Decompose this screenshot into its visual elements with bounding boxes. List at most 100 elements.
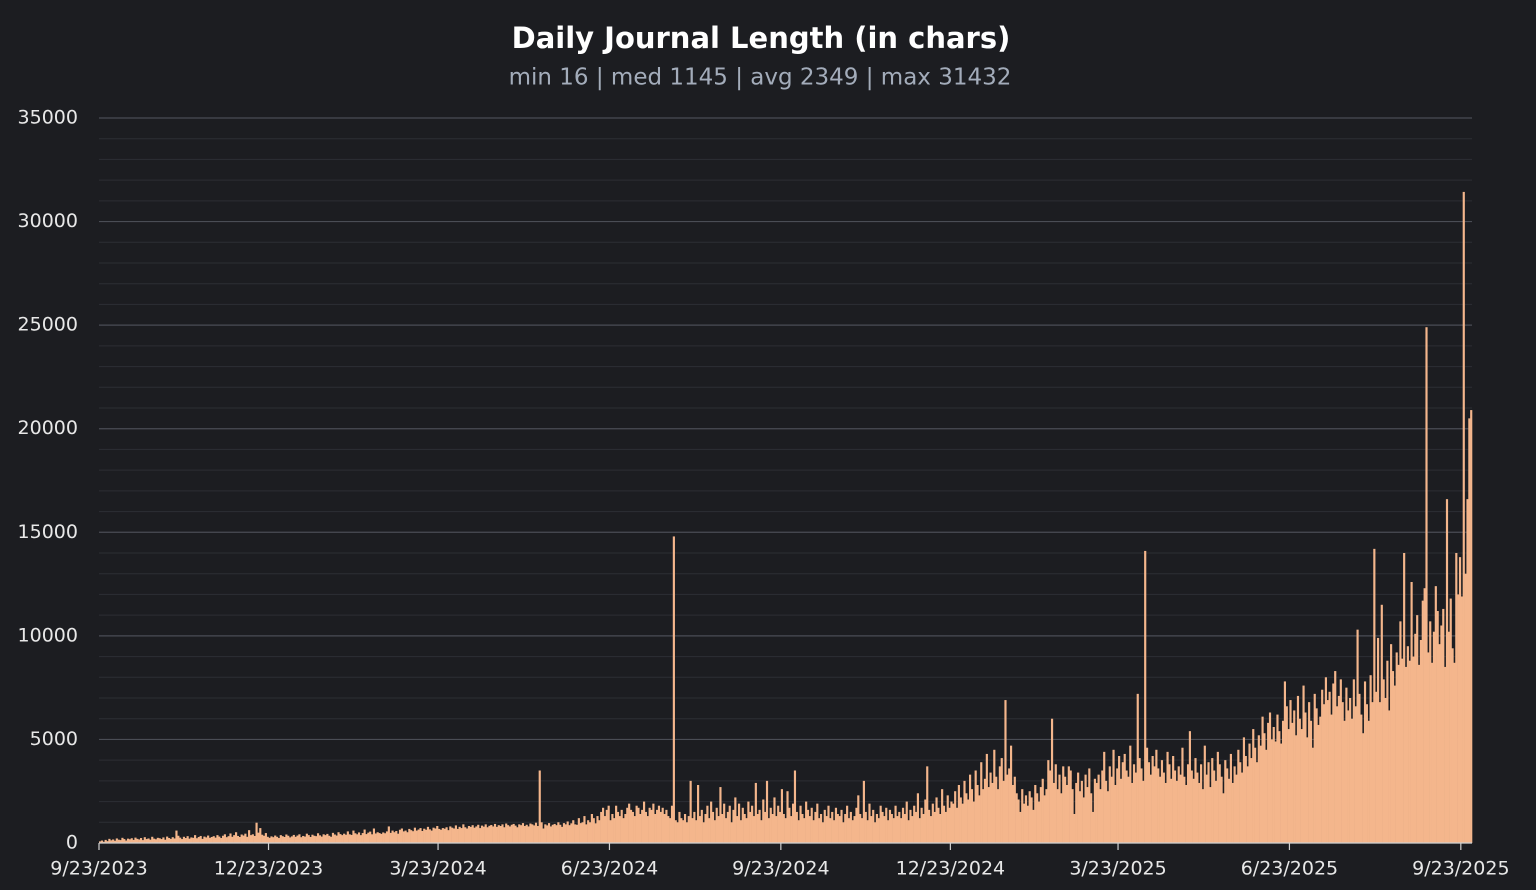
x-tick-label: 12/23/2024 bbox=[896, 858, 1006, 880]
bar bbox=[1410, 582, 1413, 843]
bar bbox=[1013, 776, 1016, 843]
bar bbox=[305, 833, 308, 843]
bar bbox=[154, 839, 158, 843]
bar bbox=[430, 830, 433, 843]
bar bbox=[220, 838, 223, 843]
bar bbox=[520, 825, 523, 843]
bar bbox=[1211, 758, 1214, 843]
bar bbox=[533, 825, 536, 843]
bar bbox=[380, 833, 383, 843]
bar bbox=[898, 811, 901, 843]
bar bbox=[320, 836, 323, 843]
bar bbox=[1306, 737, 1309, 843]
bar bbox=[145, 839, 148, 843]
bar bbox=[518, 824, 521, 843]
bar bbox=[629, 809, 633, 843]
bar bbox=[1356, 629, 1359, 843]
bar bbox=[581, 822, 584, 843]
bar bbox=[268, 837, 271, 843]
bar bbox=[546, 825, 549, 843]
bar bbox=[1313, 693, 1316, 843]
bar bbox=[1080, 780, 1083, 843]
bar bbox=[1047, 760, 1050, 843]
bar bbox=[184, 838, 187, 843]
bar bbox=[1002, 780, 1005, 843]
bar bbox=[192, 837, 195, 843]
bar bbox=[1321, 689, 1324, 843]
bar bbox=[452, 828, 456, 843]
bar bbox=[1050, 718, 1054, 843]
bar bbox=[726, 811, 729, 843]
bar bbox=[1220, 776, 1223, 843]
bar bbox=[1129, 745, 1132, 843]
bar bbox=[1110, 776, 1113, 843]
bar bbox=[1451, 648, 1454, 843]
bar bbox=[501, 824, 504, 843]
bar bbox=[1069, 770, 1072, 843]
bar bbox=[1427, 652, 1430, 843]
bar bbox=[285, 834, 288, 843]
bar bbox=[1345, 687, 1348, 843]
bar bbox=[389, 832, 392, 843]
bar bbox=[704, 814, 707, 843]
bar bbox=[1054, 764, 1057, 843]
bar bbox=[259, 828, 262, 843]
bar bbox=[139, 838, 143, 843]
bar bbox=[1458, 557, 1462, 843]
bar bbox=[339, 834, 342, 843]
bar bbox=[1052, 782, 1055, 843]
bar bbox=[460, 828, 463, 843]
bar bbox=[622, 818, 625, 843]
bar bbox=[592, 818, 595, 843]
bar bbox=[866, 820, 869, 843]
bar bbox=[749, 811, 752, 843]
bar bbox=[1145, 747, 1149, 843]
bar bbox=[1032, 809, 1035, 843]
bar bbox=[711, 811, 715, 843]
bar bbox=[650, 809, 653, 843]
bar bbox=[1030, 797, 1033, 843]
bar bbox=[773, 797, 776, 843]
bar bbox=[620, 809, 623, 843]
bar bbox=[566, 821, 569, 843]
bar bbox=[182, 836, 185, 843]
bar bbox=[1311, 747, 1314, 843]
bar bbox=[126, 838, 130, 843]
x-tick-label: 3/23/2024 bbox=[389, 858, 486, 880]
bar bbox=[732, 809, 735, 843]
bar bbox=[212, 836, 215, 843]
bar bbox=[544, 824, 547, 843]
bar bbox=[700, 809, 703, 843]
bar bbox=[579, 823, 582, 843]
bar bbox=[967, 799, 970, 843]
bar bbox=[279, 835, 282, 843]
bar bbox=[303, 836, 307, 843]
bar bbox=[864, 811, 867, 843]
bar bbox=[883, 816, 886, 843]
bar bbox=[1414, 633, 1417, 843]
bar bbox=[1203, 745, 1206, 843]
bar bbox=[926, 766, 929, 843]
bar bbox=[1252, 729, 1255, 843]
bar bbox=[846, 805, 849, 843]
bar bbox=[281, 836, 284, 843]
bar bbox=[451, 827, 454, 843]
bar bbox=[1354, 706, 1357, 843]
bar bbox=[1278, 731, 1281, 843]
bar bbox=[244, 833, 247, 843]
bar bbox=[685, 822, 688, 843]
bar bbox=[1006, 774, 1009, 843]
bar bbox=[618, 816, 621, 843]
bar bbox=[1198, 782, 1201, 843]
bar bbox=[1403, 553, 1406, 843]
bar bbox=[823, 809, 826, 843]
bar bbox=[993, 749, 996, 843]
bar bbox=[1200, 764, 1203, 843]
bar bbox=[982, 789, 985, 843]
bar bbox=[631, 811, 634, 843]
y-tick-label: 25000 bbox=[18, 314, 78, 336]
bar bbox=[486, 827, 489, 843]
bar bbox=[806, 809, 810, 843]
bar bbox=[203, 836, 206, 843]
bar bbox=[818, 818, 821, 843]
